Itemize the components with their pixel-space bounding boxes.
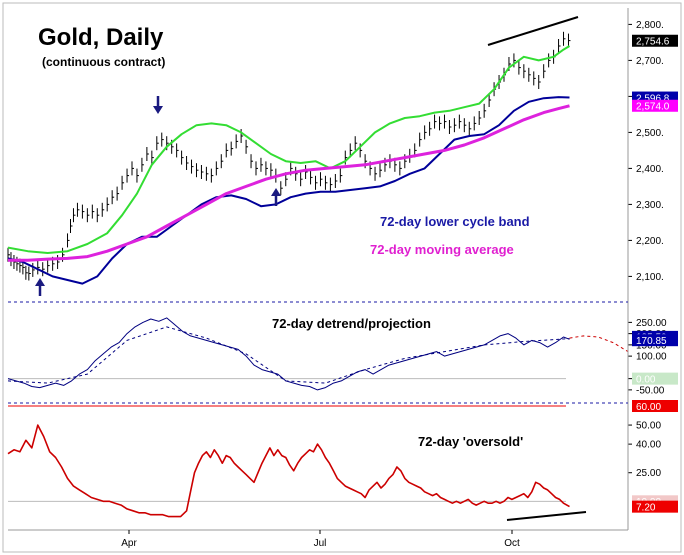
- y-tick-label: 250.00: [636, 318, 667, 329]
- value-badge-170-85: 170.85: [632, 334, 678, 347]
- detrend-panel-label: 72-day detrend/projection: [272, 316, 431, 331]
- y-tick-label: 2,400.: [636, 164, 664, 175]
- y-tick-label: 2,500.: [636, 128, 664, 139]
- value-badge-bg: [632, 372, 678, 385]
- y-tick-label: 2,100.: [636, 272, 664, 283]
- value-badge-text: 7.20: [636, 502, 656, 513]
- arrow-down-apr-icon: [153, 96, 163, 114]
- series-detrend: [7, 317, 570, 391]
- y-tick-label: 50.00: [636, 421, 661, 432]
- series-72-day-lower-cycle-band: [7, 96, 570, 285]
- arrow-up-jun-icon: [271, 188, 281, 206]
- y-tick-label: 2,700.: [636, 56, 664, 67]
- y-tick-label: 40.00: [636, 440, 661, 451]
- moving-average-label: 72-day moving average: [370, 242, 514, 257]
- detrend-panel: -50.000.00100.00150.00200.00250.00185.50…: [7, 317, 678, 396]
- value-badge-2-754-6: 2,754.6: [632, 34, 678, 48]
- x-tick-jul: Jul: [314, 538, 327, 549]
- price-trendline: [487, 16, 579, 46]
- value-badge-bg: [632, 34, 678, 47]
- value-badge-text: 2,574.0: [636, 102, 670, 113]
- series-projection: [569, 335, 629, 353]
- value-badge-bg: [632, 500, 678, 513]
- value-badge-7-20: 7.20: [632, 500, 678, 513]
- oversold-panel-label: 72-day 'oversold': [418, 434, 523, 449]
- x-tick-oct: Oct: [504, 538, 520, 549]
- oversold-trendline: [506, 511, 587, 521]
- value-badge-bg: [632, 99, 678, 112]
- y-tick-label: 25.00: [636, 468, 661, 479]
- price-panel: 2,100.2,200.2,300.2,400.2,500.2,600.2,70…: [7, 20, 678, 285]
- series-trend-dashed: [7, 326, 570, 384]
- value-badge-0-00: 0.00: [632, 372, 678, 385]
- value-badge-bg: [632, 400, 678, 412]
- chart-title: Gold, Daily: [38, 24, 164, 51]
- value-badge-text: 2,754.6: [636, 37, 670, 48]
- value-badge-text: 60.00: [636, 402, 661, 413]
- value-badge-60-00: 60.00: [632, 400, 678, 413]
- series-upper-cycle-band: [7, 45, 571, 254]
- value-badge-bg: [632, 334, 678, 347]
- value-badge-text: 170.85: [636, 336, 667, 347]
- value-badge-text: 0.00: [636, 374, 656, 385]
- y-tick-label: 100.00: [636, 352, 667, 363]
- value-badge-2-574-0: 2,574.0: [632, 99, 678, 113]
- y-tick-label: -50.00: [636, 385, 665, 396]
- series-oversold: [7, 424, 570, 518]
- chart-subtitle: (continuous contract): [42, 55, 165, 69]
- y-tick-label: 2,800.: [636, 20, 664, 31]
- y-tick-label: 2,200.: [636, 236, 664, 247]
- y-tick-label: 2,300.: [636, 200, 664, 211]
- x-tick-apr: Apr: [121, 538, 137, 549]
- value-badge-text: 2,596.8: [636, 93, 670, 104]
- series-72-day-moving-average: [8, 104, 570, 262]
- x-axis: Apr Jul Oct: [121, 530, 520, 549]
- arrow-up-feb-icon: [35, 278, 45, 296]
- lower-cycle-band-label: 72-day lower cycle band: [380, 214, 530, 229]
